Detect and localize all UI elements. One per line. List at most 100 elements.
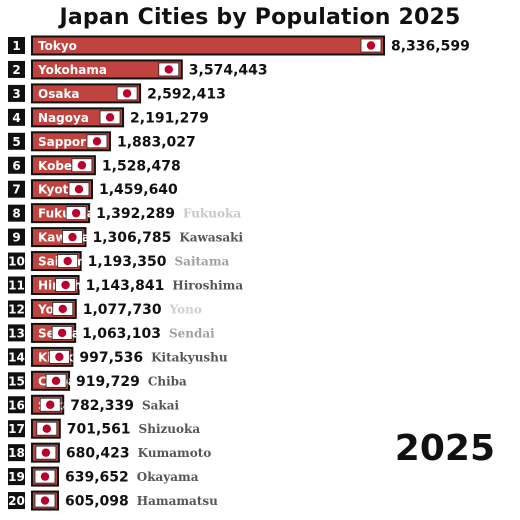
city-label: Fukuoka	[183, 207, 241, 221]
flag-sun-icon	[40, 496, 50, 505]
flag-sun-icon	[51, 376, 61, 385]
value-label: 1,883,027	[117, 134, 196, 150]
bar-group	[31, 490, 59, 511]
rank-box	[8, 444, 25, 462]
city-label: Sendai	[169, 326, 215, 340]
city-label: Hamamatsu	[137, 494, 218, 508]
flag-sun-icon	[63, 256, 72, 266]
rank-label: 7	[12, 183, 20, 197]
city-label: Yono	[169, 302, 202, 316]
value-label: 919,729	[76, 374, 140, 390]
value-label: 782,339	[70, 398, 134, 414]
city-label: Kumamoto	[138, 446, 212, 460]
value-label: 1,143,841	[86, 278, 165, 294]
rank-label: 20	[8, 494, 25, 508]
rank-label: 3	[12, 87, 20, 101]
rank-label: 9	[12, 231, 20, 245]
city-label: Saitama	[175, 255, 230, 269]
bar	[33, 61, 181, 78]
year-label: 2025	[394, 428, 495, 469]
bar	[33, 37, 383, 54]
rank-box	[8, 204, 25, 222]
bar	[33, 85, 140, 102]
bar-group: Saitama	[31, 251, 82, 272]
value-label: 2,592,413	[147, 86, 226, 102]
value-label: 701,561	[67, 422, 131, 438]
rank-box	[8, 372, 25, 390]
value-label: 639,652	[65, 470, 129, 486]
bar-group: Sendai	[31, 322, 77, 343]
flag-sun-icon	[122, 89, 132, 98]
rank-box	[8, 300, 25, 318]
flag-sun-icon	[71, 208, 81, 218]
flag-sun-icon	[74, 185, 84, 194]
rank-box	[8, 252, 25, 270]
flag-sun-icon	[105, 113, 115, 122]
value-label: 1,306,785	[92, 230, 171, 246]
value-label: 1,193,350	[88, 254, 167, 270]
bar-group	[31, 442, 60, 463]
rank-label: 2	[12, 63, 20, 77]
rank-label: 6	[12, 159, 20, 173]
value-label: 8,336,599	[391, 39, 470, 55]
bar-group: Kobe	[31, 155, 96, 176]
city-label: Sakai	[142, 398, 180, 412]
bar-label: Osaka	[38, 87, 80, 101]
rank-label: 4	[12, 111, 20, 125]
bar-group	[31, 418, 61, 439]
rank-box	[8, 156, 25, 174]
value-label: 997,536	[79, 350, 143, 366]
bar-label: Sapporo	[38, 135, 94, 149]
bar-group: Fukuoka	[31, 203, 91, 224]
rank-box	[8, 84, 25, 102]
value-label: 2,191,279	[130, 110, 209, 126]
rank-label: 10	[8, 255, 25, 269]
value-label: 1,077,730	[83, 302, 162, 318]
rank-box	[8, 228, 25, 246]
bar-label: Nagoya	[38, 111, 89, 125]
bar-group: Chiba	[31, 370, 70, 391]
value-label: 1,063,103	[82, 326, 161, 342]
rank-box	[8, 348, 25, 366]
rank-box	[8, 180, 25, 198]
rank-box	[8, 468, 25, 486]
bar-label: Tokyo	[38, 39, 77, 53]
bar-group: Hiroshima	[31, 275, 80, 295]
bar-group: Osaka	[31, 83, 142, 104]
rank-box	[8, 60, 25, 78]
bar-group: Yono	[31, 298, 77, 319]
bar-group: Tokyo	[31, 35, 385, 56]
rank-label: 8	[12, 207, 20, 221]
bar-group: Sapporo	[31, 131, 111, 152]
value-label: 1,392,289	[96, 206, 175, 222]
city-label: Shizuoka	[139, 422, 201, 436]
rank-box	[8, 108, 25, 126]
flag-sun-icon	[42, 424, 51, 433]
flag-sun-icon	[92, 137, 102, 146]
bar-group: Kyoto	[31, 179, 93, 200]
bar-label: Kobe	[38, 159, 72, 173]
rank-label: 5	[12, 135, 20, 149]
bar-group: Nagoya	[31, 107, 125, 128]
city-label: Kitakyushu	[151, 350, 228, 364]
rank-box	[8, 276, 25, 294]
rank-box	[8, 37, 25, 54]
rank-box	[8, 132, 25, 150]
bar-label: Kyoto	[38, 183, 77, 197]
city-label: Okayama	[137, 470, 199, 484]
chart-title: Japan Cities by Population 2025	[59, 5, 461, 30]
flag-sun-icon	[77, 161, 87, 170]
bar-group: Kawasaki	[31, 227, 86, 248]
value-label: 1,459,640	[99, 182, 178, 198]
value-label: 605,098	[65, 494, 129, 510]
bar-group: Yokohama	[31, 59, 183, 80]
rank-box	[8, 492, 25, 510]
rank-box	[8, 420, 25, 438]
rank-label: 16	[8, 398, 25, 412]
rank-box	[8, 396, 25, 414]
bar-group	[31, 466, 59, 487]
bar-group: Kitakyushu	[31, 346, 74, 367]
flag-sun-icon	[55, 352, 64, 362]
bar-group: Sakai	[31, 394, 65, 415]
rank-label: 14	[8, 350, 25, 364]
